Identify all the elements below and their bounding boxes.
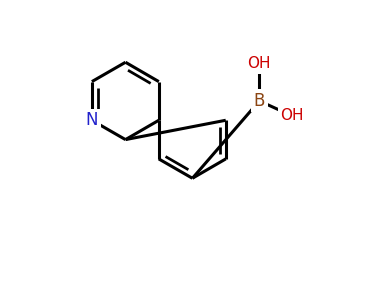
Text: OH: OH [247, 56, 271, 71]
Text: N: N [86, 111, 98, 129]
Text: B: B [254, 92, 265, 110]
Text: OH: OH [280, 108, 304, 123]
